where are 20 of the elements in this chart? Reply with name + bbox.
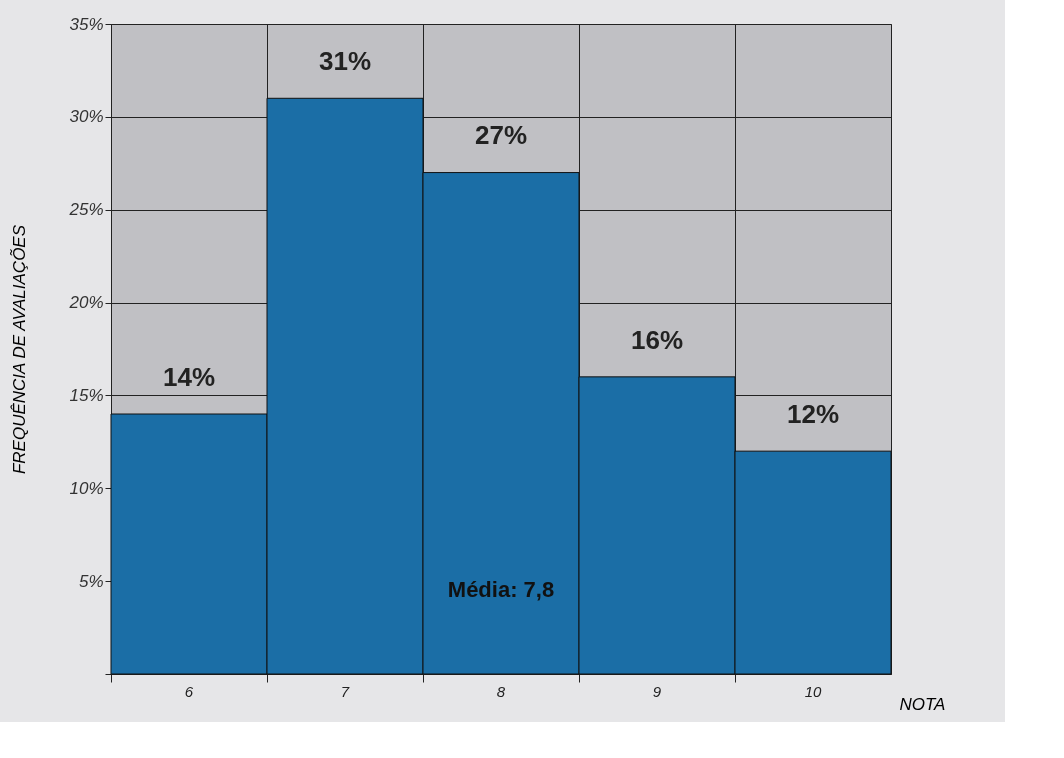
x-tick-label: 10	[804, 682, 822, 700]
x-tick-label: 7	[340, 682, 350, 700]
x-tick-label: 8	[496, 682, 506, 700]
data-label: 27%	[474, 120, 528, 151]
y-tick-label: 15%	[69, 385, 104, 405]
data-label: 31%	[318, 46, 372, 77]
y-tick-label: 30%	[69, 107, 104, 127]
x-tick-label: 6	[184, 682, 194, 700]
x-tick-label: 9	[652, 682, 662, 700]
x-axis-title: NOTA	[899, 694, 946, 714]
y-axis-title: FREQUÊNCIA DE AVALIAÇÕES	[10, 224, 30, 475]
y-tick-label: 25%	[68, 200, 104, 220]
data-label: 14%	[162, 361, 216, 392]
data-label: 12%	[786, 398, 840, 429]
annotation: Média: 7,8	[447, 576, 555, 602]
y-tick-label: 5%	[78, 571, 104, 591]
data-label: 16%	[630, 324, 684, 355]
y-tick-label: 20%	[68, 293, 104, 313]
y-tick-label: 35%	[69, 14, 104, 34]
y-tick-label: 10%	[69, 478, 104, 498]
